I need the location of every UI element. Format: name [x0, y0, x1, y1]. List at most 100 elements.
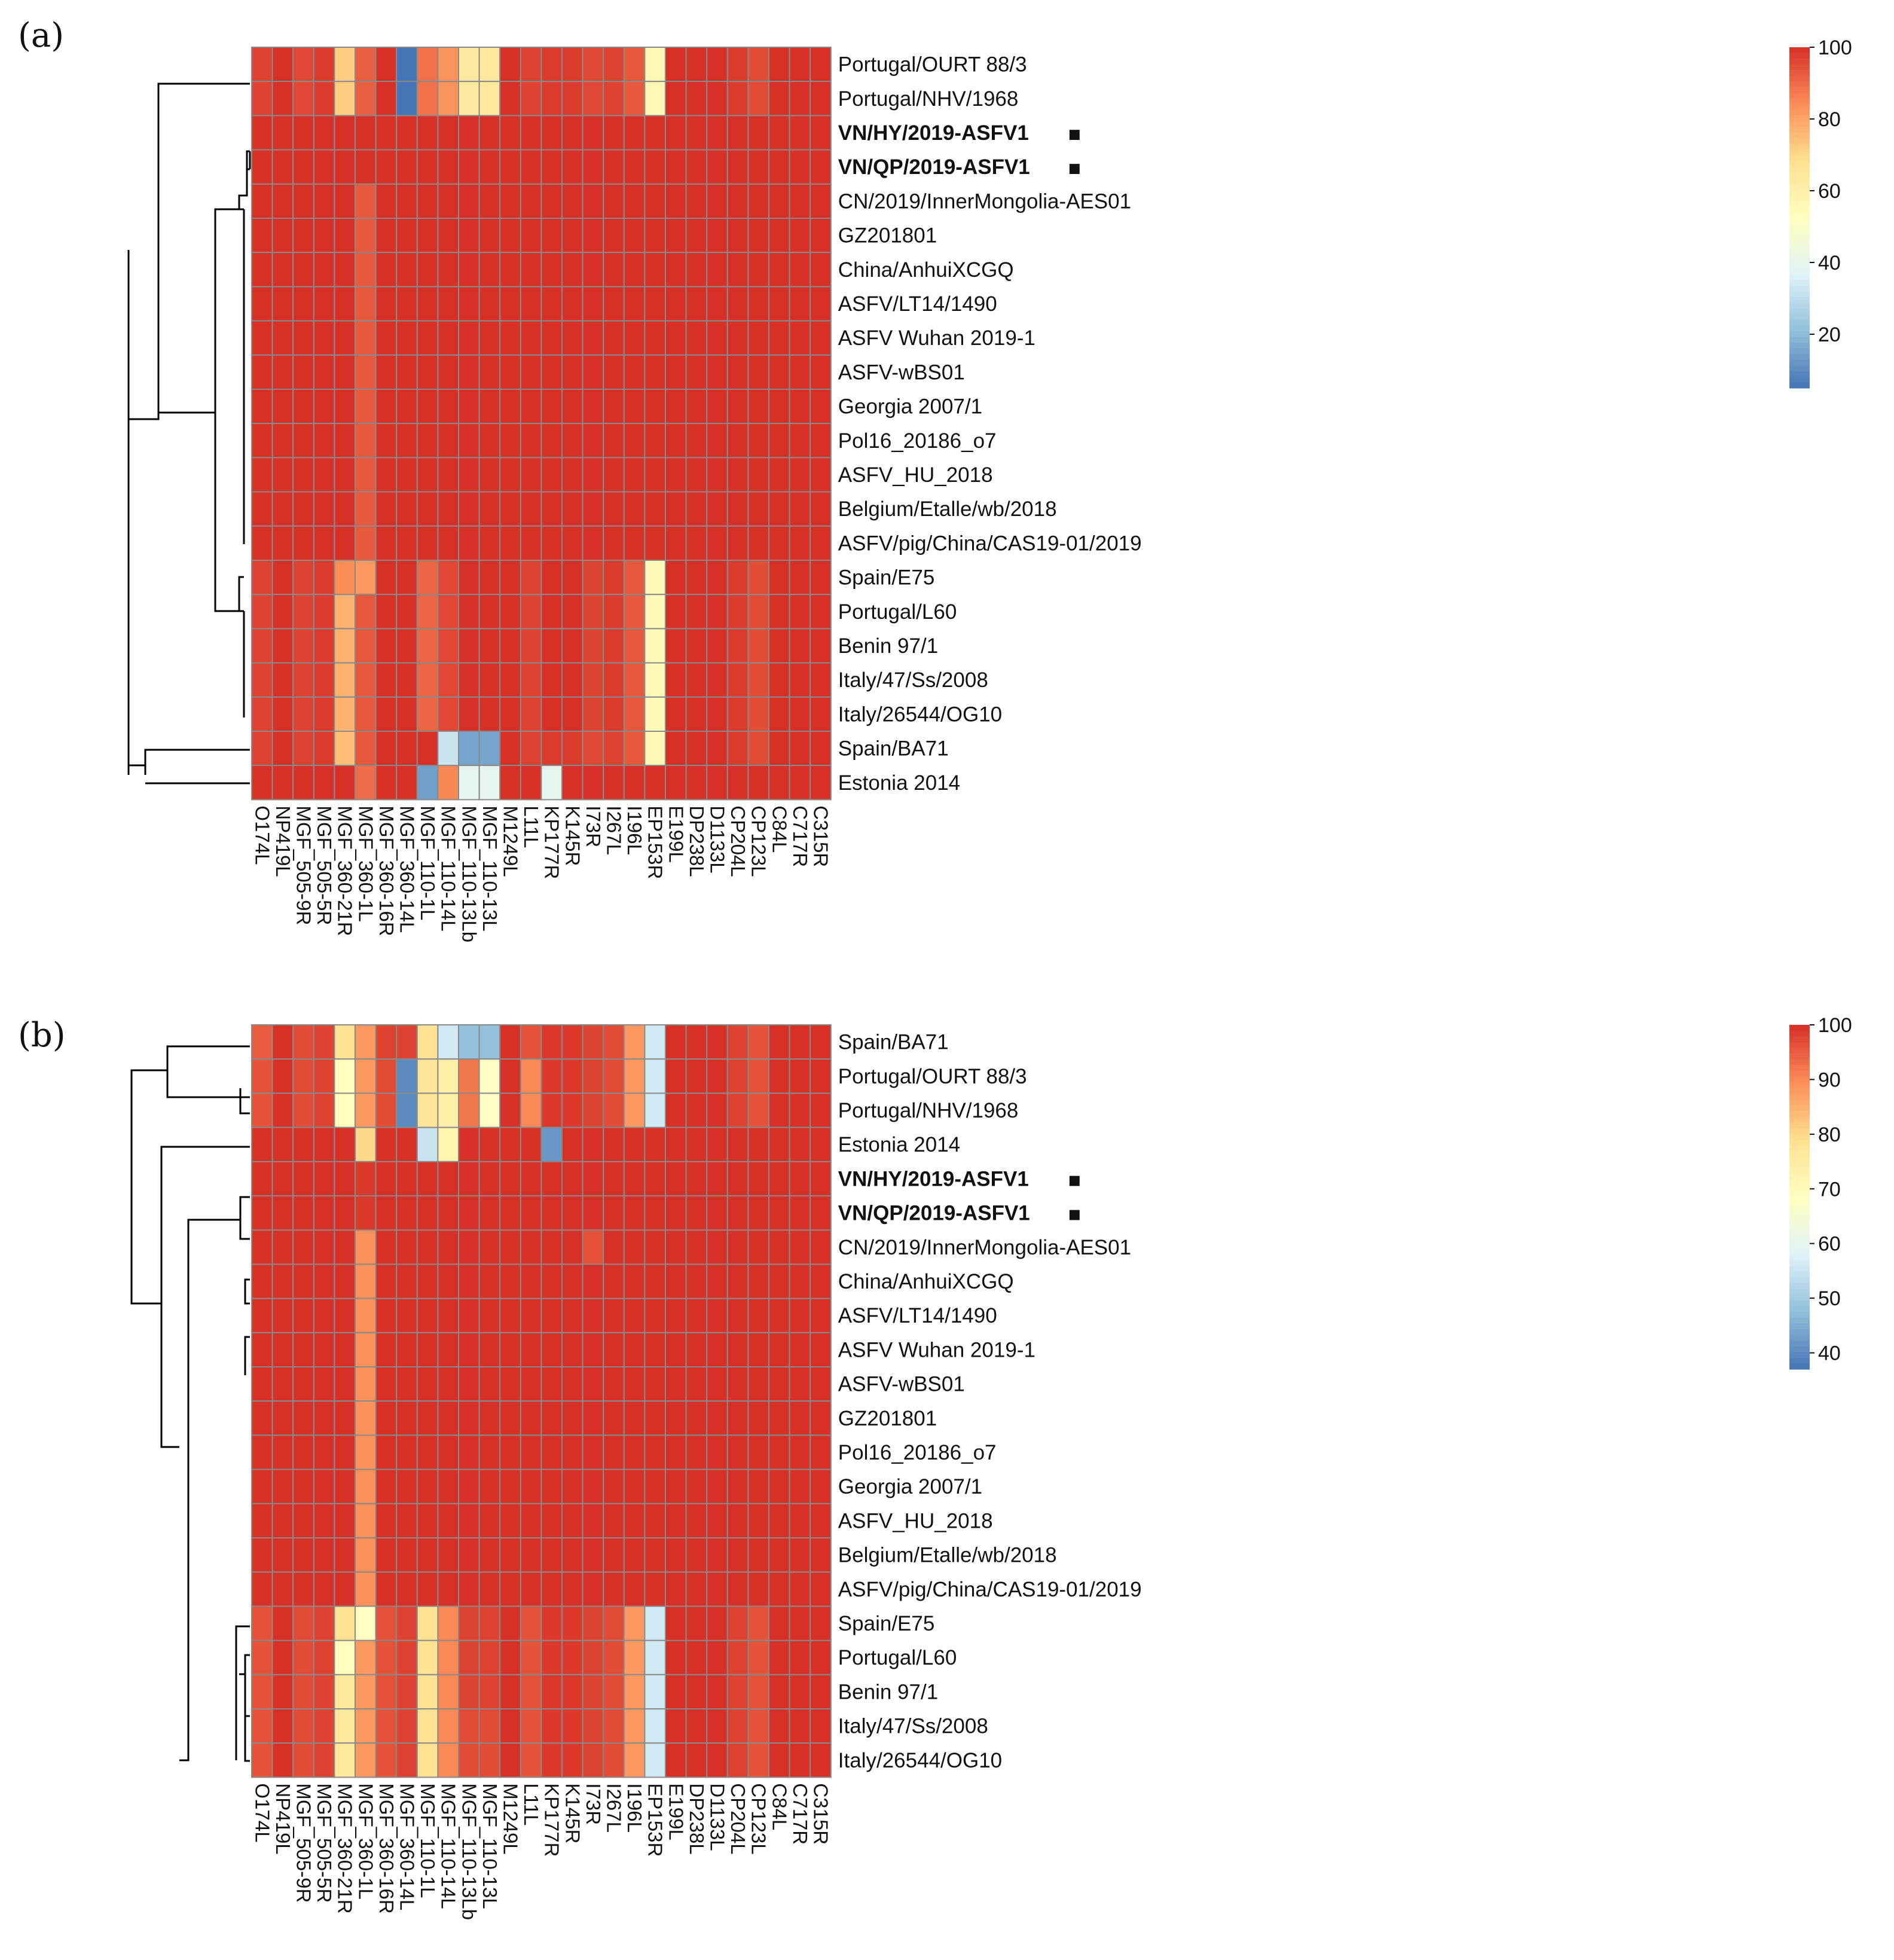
- colorbar-tick-label: 70: [1818, 1178, 1841, 1201]
- colorbar-segment: [1789, 212, 1810, 218]
- heatmap-cell: [396, 1469, 418, 1504]
- colorbar-segment: [1789, 303, 1810, 309]
- heatmap-cell: [582, 1195, 604, 1231]
- heatmap-cell: [478, 320, 501, 356]
- heatmap-cell: [561, 354, 584, 390]
- heatmap-cell: [603, 1640, 625, 1675]
- colorbar-segment: [1789, 1295, 1810, 1301]
- heatmap-cell: [520, 1195, 542, 1231]
- heatmap-cell: [644, 594, 667, 630]
- heatmap-cell: [520, 47, 542, 83]
- heatmap-cell: [747, 115, 770, 151]
- heatmap-cell: [499, 354, 521, 390]
- heatmap-cell: [375, 149, 398, 185]
- heatmap-cell: [747, 1708, 770, 1744]
- heatmap-cell: [603, 525, 625, 561]
- heatmap-cell: [623, 1024, 646, 1060]
- heatmap-cell: [334, 1605, 356, 1641]
- heatmap-cell: [355, 115, 377, 151]
- heatmap-cell: [271, 1469, 294, 1504]
- heatmap-cell: [292, 1126, 314, 1162]
- heatmap-cell: [623, 1400, 646, 1436]
- heatmap-cell: [623, 731, 646, 767]
- heatmap-cell: [726, 1161, 749, 1197]
- heatmap-cell: [271, 115, 294, 151]
- heatmap-cell: [458, 1674, 480, 1710]
- heatmap-cell: [726, 457, 749, 493]
- heatmap-cell: [271, 765, 294, 801]
- row-label: Italy/26544/OG10: [838, 1749, 1002, 1772]
- heatmap-cell: [478, 1366, 501, 1402]
- column-label: EP153R: [644, 1783, 667, 1857]
- heatmap-cell: [582, 1537, 604, 1573]
- heatmap-cell: [603, 1400, 625, 1436]
- heatmap-cell: [520, 491, 542, 527]
- heatmap-cell: [789, 1332, 811, 1368]
- heatmap-cell: [603, 1571, 625, 1607]
- heatmap-cell: [706, 1126, 728, 1162]
- colorbar-tick-label: 80: [1818, 108, 1841, 131]
- heatmap-cell: [706, 696, 728, 732]
- heatmap-cell: [375, 218, 398, 254]
- dendrogram-a: [127, 83, 251, 784]
- heatmap-cell: [706, 1674, 728, 1710]
- heatmap-cell: [789, 1571, 811, 1607]
- heatmap-cell: [520, 1297, 542, 1333]
- heatmap-cell: [726, 628, 749, 664]
- heatmap-cell: [623, 115, 646, 151]
- column-label: MGF_360-1L: [355, 805, 377, 921]
- heatmap-cell: [623, 457, 646, 493]
- heatmap-cell: [313, 1640, 335, 1675]
- column-label: MGF_110-14L: [438, 1783, 460, 1909]
- heatmap-cell: [561, 628, 584, 664]
- heatmap-cell: [271, 1229, 294, 1265]
- heatmap-cell: [271, 149, 294, 185]
- heatmap-cell: [355, 320, 377, 356]
- colorbar-segment: [1789, 257, 1810, 264]
- heatmap-cell: [644, 662, 667, 698]
- heatmap-cell: [540, 1674, 563, 1710]
- heatmap-cell: [685, 1195, 708, 1231]
- heatmap-cell: [768, 1126, 790, 1162]
- heatmap-cell: [726, 1674, 749, 1710]
- heatmap-cell: [665, 286, 687, 322]
- heatmap-cell: [809, 149, 832, 185]
- heatmap-cell: [789, 1366, 811, 1402]
- heatmap-cell: [396, 183, 418, 219]
- heatmap-cell: [747, 1297, 770, 1333]
- row-label: Portugal/L60: [838, 1646, 957, 1669]
- heatmap-cell: [334, 1503, 356, 1539]
- heatmap-cell: [809, 1400, 832, 1436]
- heatmap-cell: [313, 354, 335, 390]
- heatmap-cell: [375, 1229, 398, 1265]
- column-label: MGF_360-16R: [375, 805, 398, 936]
- heatmap-cell: [789, 423, 811, 459]
- heatmap-cell: [478, 47, 501, 83]
- heatmap-cell: [271, 1161, 294, 1197]
- heatmap-cell: [478, 1674, 501, 1710]
- heatmap-cell: [540, 1503, 563, 1539]
- heatmap-cell: [478, 1263, 501, 1299]
- heatmap-cell: [499, 1263, 521, 1299]
- column-label: O174L: [251, 1783, 273, 1842]
- heatmap-cell: [499, 1434, 521, 1470]
- heatmap-cell: [313, 1332, 335, 1368]
- heatmap-cell: [623, 1434, 646, 1470]
- heatmap-cell: [355, 525, 377, 561]
- heatmap-cell: [271, 1332, 294, 1368]
- row-label: Benin 97/1: [838, 1680, 938, 1703]
- heatmap-cell: [561, 1640, 584, 1675]
- heatmap-cell: [747, 47, 770, 83]
- heatmap-cell: [665, 1195, 687, 1231]
- heatmap-cell: [768, 81, 790, 117]
- heatmap-cell: [685, 1229, 708, 1265]
- heatmap-cell: [582, 1229, 604, 1265]
- heatmap-cell: [706, 1024, 728, 1060]
- heatmap-cell: [334, 1674, 356, 1710]
- heatmap-cell: [768, 525, 790, 561]
- heatmap-cell: [478, 423, 501, 459]
- heatmap-cell: [665, 696, 687, 732]
- heatmap-cell: [561, 525, 584, 561]
- heatmap-cell: [809, 1229, 832, 1265]
- heatmap-cell: [603, 218, 625, 254]
